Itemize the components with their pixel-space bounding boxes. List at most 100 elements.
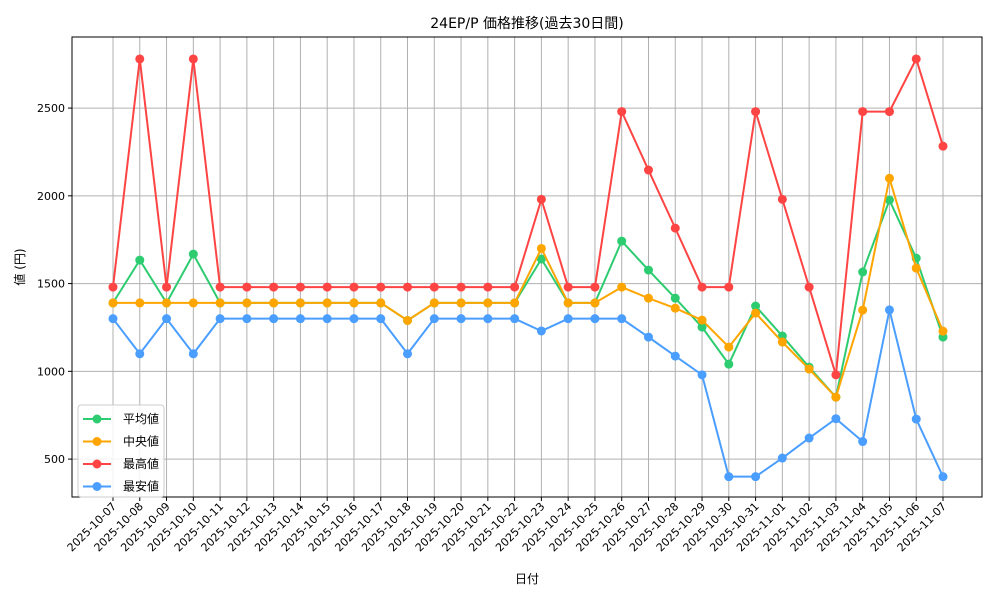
data-point <box>376 314 386 324</box>
data-point <box>403 349 413 359</box>
data-point <box>831 392 841 402</box>
data-point <box>670 223 680 233</box>
data-point <box>858 267 868 277</box>
data-point <box>483 282 493 292</box>
data-point <box>188 349 198 359</box>
data-point <box>510 314 520 324</box>
y-axis: 500 1000 1500 2000 2500 <box>37 102 72 466</box>
data-point <box>403 282 413 292</box>
data-point <box>483 314 493 324</box>
data-point <box>269 314 279 324</box>
data-point <box>724 359 734 369</box>
data-point <box>215 282 225 292</box>
data-point <box>536 326 546 336</box>
data-point <box>724 282 734 292</box>
data-point <box>349 314 359 324</box>
data-point <box>135 54 145 64</box>
y-tick-label: 1000 <box>37 365 65 378</box>
data-point <box>911 263 921 273</box>
data-point <box>670 293 680 303</box>
data-point <box>697 315 707 325</box>
data-point <box>777 194 787 204</box>
legend-label: 中央値 <box>123 434 159 449</box>
legend-label: 最高値 <box>123 456 159 471</box>
y-axis-label: 値 (円) <box>12 248 27 285</box>
data-point <box>162 298 172 308</box>
data-point <box>724 342 734 352</box>
data-point <box>777 337 787 347</box>
data-point <box>858 107 868 117</box>
grid <box>72 37 982 497</box>
data-point <box>322 314 332 324</box>
data-point <box>697 322 707 332</box>
data-point <box>804 282 814 292</box>
y-tick-label: 500 <box>44 453 65 466</box>
data-point <box>188 298 198 308</box>
data-point <box>215 314 225 324</box>
data-point <box>697 370 707 380</box>
series-line <box>112 309 944 478</box>
data-point <box>938 472 948 482</box>
data-point <box>295 314 305 324</box>
y-tick-label: 2500 <box>37 102 65 115</box>
x-axis: 2025-10-072025-10-082025-10-092025-10-10… <box>65 497 949 554</box>
data-point <box>456 298 466 308</box>
data-point <box>269 282 279 292</box>
data-point <box>884 107 894 117</box>
data-point <box>188 54 198 64</box>
data-point <box>831 370 841 380</box>
data-point <box>617 282 627 292</box>
data-point <box>108 282 118 292</box>
data-point <box>269 298 279 308</box>
data-point <box>911 414 921 424</box>
data-point <box>429 282 439 292</box>
series-平均値 <box>108 195 948 402</box>
data-point <box>617 236 627 246</box>
data-point <box>643 265 653 275</box>
data-point <box>751 308 761 318</box>
legend-marker <box>92 437 102 446</box>
data-point <box>295 282 305 292</box>
data-point <box>884 173 894 183</box>
data-point <box>536 254 546 264</box>
data-point <box>242 314 252 324</box>
x-axis-label: 日付 <box>515 572 539 586</box>
data-point <box>643 293 653 303</box>
data-point <box>563 298 573 308</box>
data-point <box>536 243 546 253</box>
series-line <box>112 197 944 400</box>
data-point <box>804 433 814 443</box>
data-point <box>510 282 520 292</box>
data-point <box>697 282 707 292</box>
data-point <box>135 349 145 359</box>
legend-marker <box>92 459 102 469</box>
data-point <box>590 298 600 308</box>
data-point <box>617 314 627 324</box>
data-point <box>724 472 734 482</box>
series-layer <box>108 54 948 482</box>
legend-box <box>77 404 165 498</box>
data-point <box>322 282 332 292</box>
data-point <box>563 282 573 292</box>
data-point <box>429 298 439 308</box>
data-point <box>858 305 868 315</box>
data-point <box>884 195 894 205</box>
data-point <box>135 255 145 265</box>
series-最高値 <box>108 54 948 380</box>
data-point <box>510 298 520 308</box>
data-point <box>751 472 761 482</box>
data-point <box>858 437 868 447</box>
data-point <box>590 282 600 292</box>
data-point <box>643 165 653 175</box>
data-point <box>349 282 359 292</box>
data-point <box>295 298 305 308</box>
data-point <box>403 315 413 325</box>
data-point <box>777 453 787 463</box>
data-point <box>670 303 680 313</box>
data-point <box>911 54 921 64</box>
data-point <box>188 249 198 259</box>
data-point <box>751 301 761 311</box>
legend-label: 平均値 <box>123 411 159 426</box>
